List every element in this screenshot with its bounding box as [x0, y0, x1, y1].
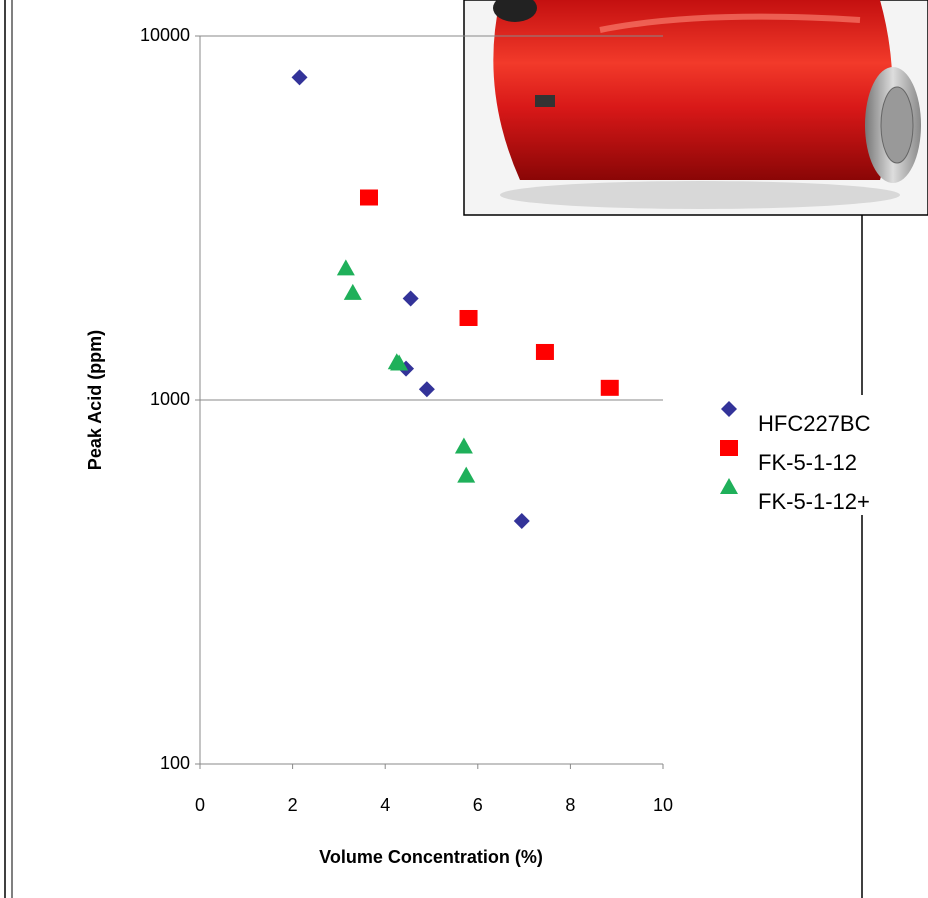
y-tick-label: 1000 [150, 389, 190, 409]
point [459, 309, 478, 326]
point [402, 290, 419, 307]
x-axis-title: Volume Concentration (%) [319, 847, 543, 867]
legend-label: HFC227BC [758, 411, 871, 436]
y-tick-label: 100 [160, 753, 190, 773]
y-axis-title: Peak Acid (ppm) [85, 330, 105, 470]
legend-label: FK-5-1-12 [758, 450, 857, 475]
legend-marker [721, 401, 737, 417]
legend-box [712, 395, 928, 515]
legend-marker [720, 440, 738, 456]
legend-label: FK-5-1-12+ [758, 489, 870, 514]
point [359, 189, 378, 206]
x-tick-label: 0 [195, 795, 205, 815]
point [418, 381, 435, 398]
point [457, 466, 476, 483]
point [513, 513, 530, 530]
point [535, 343, 554, 360]
point [343, 283, 362, 300]
y-tick-label: 10000 [140, 25, 190, 45]
inset-photo [463, 0, 928, 216]
x-tick-label: 8 [565, 795, 575, 815]
point [291, 69, 308, 86]
x-tick-label: 2 [288, 795, 298, 815]
legend-marker [720, 478, 738, 494]
x-tick-label: 10 [653, 795, 673, 815]
point [390, 354, 409, 371]
x-tick-label: 4 [380, 795, 390, 815]
point [454, 437, 473, 454]
x-tick-label: 6 [473, 795, 483, 815]
point [336, 259, 355, 276]
point [600, 379, 619, 396]
